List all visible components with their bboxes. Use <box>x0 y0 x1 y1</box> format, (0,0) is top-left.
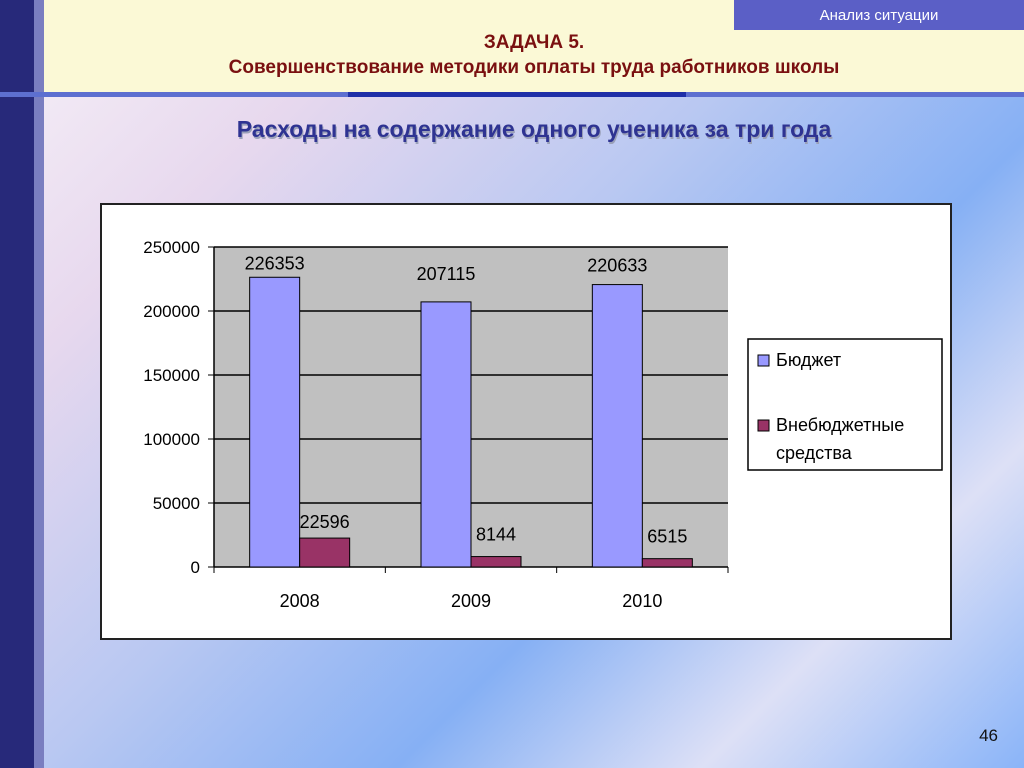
y-tick-label: 50000 <box>153 494 200 513</box>
legend-box <box>747 338 943 471</box>
legend-label-budget: Бюджет <box>776 350 841 370</box>
data-label: 226353 <box>245 253 305 273</box>
y-tick-label: 200000 <box>143 302 200 321</box>
legend-swatch-budget <box>757 354 770 367</box>
y-tick-label: 100000 <box>143 430 200 449</box>
left-accent-bar <box>0 0 34 768</box>
x-tick-label: 2010 <box>622 591 662 611</box>
x-tick-label: 2009 <box>451 591 491 611</box>
data-label: 220633 <box>587 256 647 276</box>
bar-extrabudget <box>470 556 522 568</box>
legend-label-extrabudget-2: средства <box>776 443 853 463</box>
bar-extrabudget <box>641 558 693 568</box>
legend-swatch-extrabudget <box>757 419 770 432</box>
bar-extrabudget <box>299 537 351 568</box>
bar-budget <box>249 276 301 568</box>
section-tag: Анализ ситуации <box>734 0 1024 30</box>
task-subtitle: Совершенствование методики оплаты труда … <box>228 57 840 78</box>
header-divider <box>0 92 1024 97</box>
x-tick-label: 2008 <box>280 591 320 611</box>
left-accent-stripe <box>34 0 44 768</box>
legend-label-extrabudget: Внебюджетные <box>776 415 904 435</box>
task-title: ЗАДАЧА 5. <box>483 32 585 53</box>
bar-budget <box>591 284 643 568</box>
data-label: 22596 <box>300 512 350 532</box>
bar-budget <box>420 301 472 568</box>
chart-frame: 0 50000 100000 150000 200000 250000 2008 226353… <box>100 203 952 640</box>
y-tick-label: 250000 <box>143 238 200 257</box>
slide-heading: Расходы на содержание одного ученика за … <box>236 116 832 142</box>
y-tick-label: 150000 <box>143 366 200 385</box>
data-label: 8144 <box>476 525 516 545</box>
page-number: 46 <box>979 726 998 745</box>
bar-chart: 0 50000 100000 150000 200000 250000 2008 226353… <box>143 238 943 611</box>
y-tick-label: 0 <box>191 558 200 577</box>
data-label: 207115 <box>417 264 476 284</box>
data-label: 6515 <box>647 527 687 547</box>
